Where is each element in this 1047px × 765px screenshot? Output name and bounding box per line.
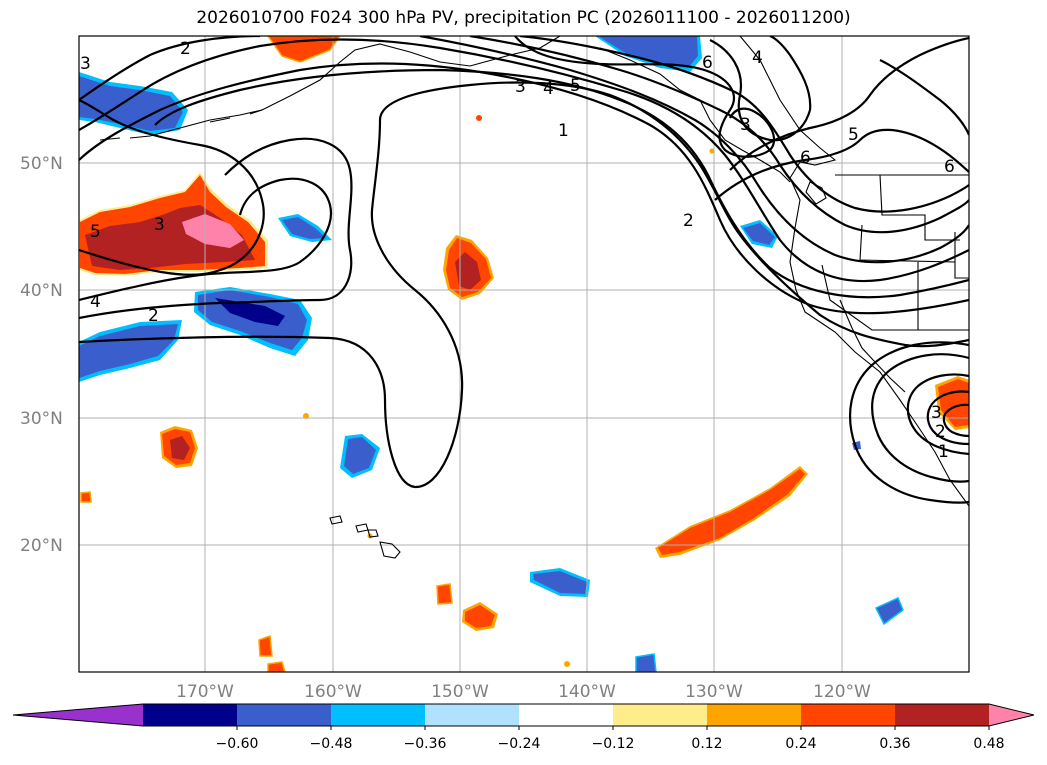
- colorbar-outline: [12, 703, 1035, 727]
- contour-label: 4: [752, 48, 763, 68]
- lat-label-40n: 40°N: [20, 281, 63, 301]
- lon-label-140w: 140°W: [558, 682, 616, 702]
- map-area: [79, 36, 969, 672]
- contour-label: 2: [180, 39, 191, 59]
- colorbar-tick-label: −0.60: [216, 736, 259, 752]
- lat-label-50n: 50°N: [20, 154, 63, 174]
- colorbar-segment: [519, 704, 614, 726]
- colorbar-segment: [425, 704, 520, 726]
- contour-label: 3: [740, 115, 751, 135]
- colorbar-segment: [143, 704, 238, 726]
- contour-label: 4: [90, 292, 101, 312]
- contour-label: 6: [800, 148, 811, 168]
- colorbar-tick-label: 0.48: [973, 736, 1004, 752]
- colorbar-tick-label: 0.36: [879, 736, 910, 752]
- pv-contours: [79, 36, 969, 504]
- colorbar-tick-label: −0.12: [592, 736, 635, 752]
- contour-label: 2: [148, 306, 159, 326]
- latitude-labels: 50°N 40°N 30°N 20°N: [20, 154, 63, 556]
- colorbar-tick-label: −0.36: [404, 736, 447, 752]
- contour-label: 5: [848, 125, 859, 145]
- longitude-labels: 170°W 160°W 150°W 140°W 130°W 120°W: [176, 682, 871, 702]
- lon-label-130w: 130°W: [685, 682, 743, 702]
- colorbar-segment: [801, 704, 896, 726]
- colorbar-tick-label: 0.12: [691, 736, 722, 752]
- colorbar-segment: [707, 704, 802, 726]
- colorbar-tick-label: −0.48: [310, 736, 353, 752]
- contour-label: 3: [931, 403, 942, 423]
- lon-label-160w: 160°W: [304, 682, 362, 702]
- colorbar-tick-labels: −0.60 −0.48 −0.36 −0.24 −0.12 0.12 0.24 0.36 0.4…: [216, 726, 1005, 752]
- lon-label-170w: 170°W: [176, 682, 234, 702]
- contour-label: 5: [90, 222, 101, 242]
- contour-label: 1: [558, 121, 569, 141]
- colorbar-segment: [237, 704, 332, 726]
- map-title: 2026010700 F024 300 hPa PV, precipitatio…: [196, 8, 851, 28]
- colorbar-extend-low: [13, 704, 143, 726]
- map-content: 3 2 3 4 5 1 6 4 3 6 5 6 2 5 3 4 2 3 2 1: [79, 36, 969, 672]
- contour-labels: 3 2 3 4 5 1 6 4 3 6 5 6 2 5 3 4 2 3 2 1: [80, 39, 955, 462]
- colorbar-segment: [613, 704, 708, 726]
- lat-label-20n: 20°N: [20, 536, 63, 556]
- contour-label: 3: [515, 77, 526, 97]
- map-frame: [78, 35, 970, 673]
- contour-label: 6: [944, 157, 955, 177]
- lon-label-150w: 150°W: [431, 682, 489, 702]
- contour-label: 6: [702, 53, 713, 73]
- colorbar-segment: [331, 704, 426, 726]
- colorbar-extend-high: [989, 704, 1034, 726]
- colorbar-tick-label: 0.24: [785, 736, 816, 752]
- precip-positive-shading: [79, 36, 969, 672]
- colorbar-tick-label: −0.24: [498, 736, 541, 752]
- contour-label: 3: [154, 215, 165, 235]
- contour-label: 4: [543, 79, 554, 99]
- colorbar-segment: [895, 704, 990, 726]
- contour-label: 2: [683, 211, 694, 231]
- colorbar-segments: [12, 703, 1035, 727]
- contour-label: 2: [935, 422, 946, 442]
- lon-label-120w: 120°W: [813, 682, 871, 702]
- contour-label: 1: [938, 442, 949, 462]
- coastlines: [99, 36, 969, 559]
- contour-label: 3: [80, 54, 91, 74]
- lat-label-30n: 30°N: [20, 409, 63, 429]
- contour-label: 5: [570, 76, 581, 96]
- colorbar: −0.60 −0.48 −0.36 −0.24 −0.12 0.12 0.24 0.36 0.4…: [12, 703, 1035, 752]
